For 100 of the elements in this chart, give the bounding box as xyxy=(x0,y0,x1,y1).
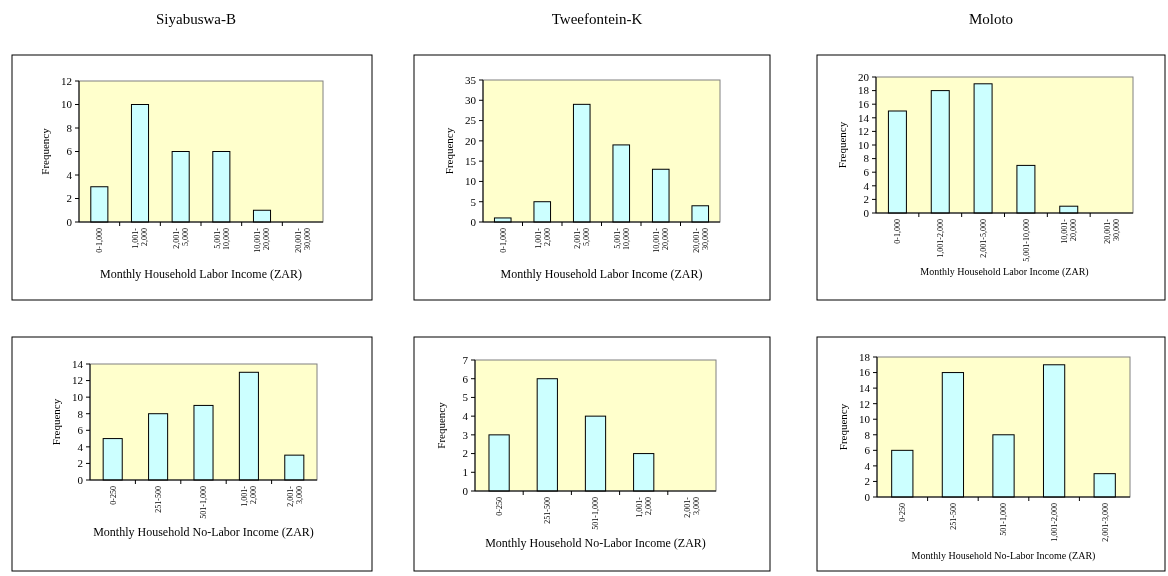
y-tick-label: 10 xyxy=(72,390,84,403)
y-tick-label: 12 xyxy=(72,374,83,387)
y-tick-label: 30 xyxy=(465,94,477,107)
x-tick-label: 20,001- 30,000 xyxy=(293,227,312,253)
x-tick-label: 10,001- 20,000 xyxy=(1060,218,1079,244)
x-tick-label: 0-1,000 xyxy=(95,228,105,253)
y-axis-title: Frequency xyxy=(837,403,849,451)
y-tick-label: 14 xyxy=(859,381,871,394)
x-tick-label: 251-500 xyxy=(948,503,958,530)
y-tick-label: 8 xyxy=(77,407,84,420)
y-tick-label: 10 xyxy=(465,175,477,188)
x-tick-label: 0-250 xyxy=(494,497,504,516)
x-tick-label: 2,001-3,000 xyxy=(1100,503,1110,542)
x-tick-label: 251-500 xyxy=(543,497,553,524)
x-axis-title: Monthly Household Labor Income (ZAR) xyxy=(500,267,703,281)
y-tick-label: 8 xyxy=(863,152,870,165)
y-tick-label: 2 xyxy=(66,192,72,205)
y-tick-label: 2 xyxy=(864,475,870,488)
x-tick-label: 5,001- 10,000 xyxy=(212,227,231,250)
y-tick-label: 0 xyxy=(863,206,870,219)
x-tick-label: 1,001- 2,000 xyxy=(635,496,653,518)
x-tick-label: 5,001-10,000 xyxy=(1021,219,1031,262)
y-tick-label: 20 xyxy=(858,70,870,83)
y-axis-title: Frequency xyxy=(836,121,848,169)
y-tick-label: 35 xyxy=(465,73,477,86)
x-tick-label: 1,001-2,000 xyxy=(936,219,946,258)
y-tick-label: 14 xyxy=(72,357,84,370)
y-tick-label: 4 xyxy=(462,409,469,422)
x-tick-label: 2,001- 5,000 xyxy=(171,227,190,249)
y-tick-label: 4 xyxy=(864,459,871,472)
y-tick-label: 8 xyxy=(66,121,73,134)
y-tick-label: 14 xyxy=(858,111,870,124)
y-axis-title: Frequency xyxy=(39,127,51,175)
y-tick-label: 12 xyxy=(858,125,869,138)
y-tick-label: 16 xyxy=(859,366,871,379)
y-tick-label: 12 xyxy=(61,74,72,87)
x-tick-label: 5,001- 10,000 xyxy=(612,227,631,250)
y-tick-label: 0 xyxy=(470,215,477,228)
chart-title: Siyabuswa-B xyxy=(156,11,236,27)
x-tick-label: 2,001- 3,000 xyxy=(285,485,304,507)
y-tick-label: 10 xyxy=(61,98,73,111)
y-tick-label: 6 xyxy=(863,166,870,179)
chart-title: Tweefontein-K xyxy=(551,11,643,27)
y-tick-label: 18 xyxy=(858,84,870,97)
y-tick-label: 10 xyxy=(859,413,871,426)
y-tick-label: 7 xyxy=(462,353,469,366)
y-axis-title: Frequency xyxy=(435,401,447,449)
y-tick-label: 16 xyxy=(858,98,870,111)
x-tick-label: 10,001- 20,000 xyxy=(253,227,272,253)
x-tick-label: 20,001- 30,000 xyxy=(691,227,710,253)
y-tick-label: 2 xyxy=(462,447,468,460)
x-tick-label: 501-1,000 xyxy=(199,486,209,519)
y-tick-label: 5 xyxy=(470,195,477,208)
y-axis-title: Frequency xyxy=(50,398,62,446)
x-tick-label: 1,001- 2,000 xyxy=(533,227,552,249)
x-tick-label: 10,001- 20,000 xyxy=(652,227,671,253)
x-tick-label: 20,001- 30,000 xyxy=(1102,218,1121,244)
x-tick-label: 2,001-5,000 xyxy=(978,219,988,258)
y-tick-label: 0 xyxy=(462,484,469,497)
x-tick-label: 2,001- 5,000 xyxy=(573,227,592,249)
y-tick-label: 10 xyxy=(858,138,870,151)
y-tick-label: 2 xyxy=(863,193,869,206)
y-tick-label: 1 xyxy=(462,466,468,479)
y-tick-label: 0 xyxy=(864,490,871,503)
y-tick-label: 15 xyxy=(465,154,477,167)
x-tick-label: 501-1,000 xyxy=(999,503,1009,536)
x-tick-label: 501-1,000 xyxy=(591,497,601,530)
y-tick-label: 6 xyxy=(66,145,73,158)
x-tick-label: 0-250 xyxy=(898,503,908,522)
x-tick-label: 1,001- 2,000 xyxy=(131,227,150,249)
y-tick-label: 4 xyxy=(77,440,84,453)
y-tick-label: 0 xyxy=(77,473,84,486)
y-tick-label: 8 xyxy=(864,428,871,441)
x-axis-title: Monthly Household Labor Income (ZAR) xyxy=(920,266,1089,278)
x-tick-label: 1,001-2,000 xyxy=(1049,503,1059,542)
y-tick-label: 4 xyxy=(66,168,73,181)
y-tick-label: 12 xyxy=(859,397,870,410)
y-axis-title: Frequency xyxy=(443,127,455,175)
x-axis-title: Monthly Household Labor Income (ZAR) xyxy=(100,267,302,281)
y-tick-label: 0 xyxy=(66,215,73,228)
x-axis-title: Monthly Household No-Labor Income (ZAR) xyxy=(911,550,1096,562)
x-tick-label: 0-1,000 xyxy=(498,228,508,253)
chart-title: Moloto xyxy=(968,11,1014,27)
y-tick-label: 5 xyxy=(462,391,469,404)
x-axis-title: Monthly Household No-Labor Income (ZAR) xyxy=(93,525,314,539)
x-tick-label: 2,001- 3,000 xyxy=(683,496,702,518)
y-tick-label: 18 xyxy=(859,350,871,363)
y-tick-label: 20 xyxy=(465,134,477,147)
y-tick-label: 25 xyxy=(465,114,477,127)
x-tick-label: 1,001- 2,000 xyxy=(240,485,259,507)
y-tick-label: 6 xyxy=(77,424,84,437)
y-tick-label: 6 xyxy=(864,444,871,457)
y-tick-label: 6 xyxy=(462,372,469,385)
y-tick-label: 3 xyxy=(462,428,469,441)
x-tick-label: 251-500 xyxy=(153,486,163,513)
x-axis-title: Monthly Household No-Labor Income (ZAR) xyxy=(485,536,706,550)
y-tick-label: 2 xyxy=(77,457,83,470)
x-tick-label: 0-1,000 xyxy=(893,219,903,244)
y-tick-label: 4 xyxy=(863,179,870,192)
x-tick-label: 0-250 xyxy=(108,486,118,505)
